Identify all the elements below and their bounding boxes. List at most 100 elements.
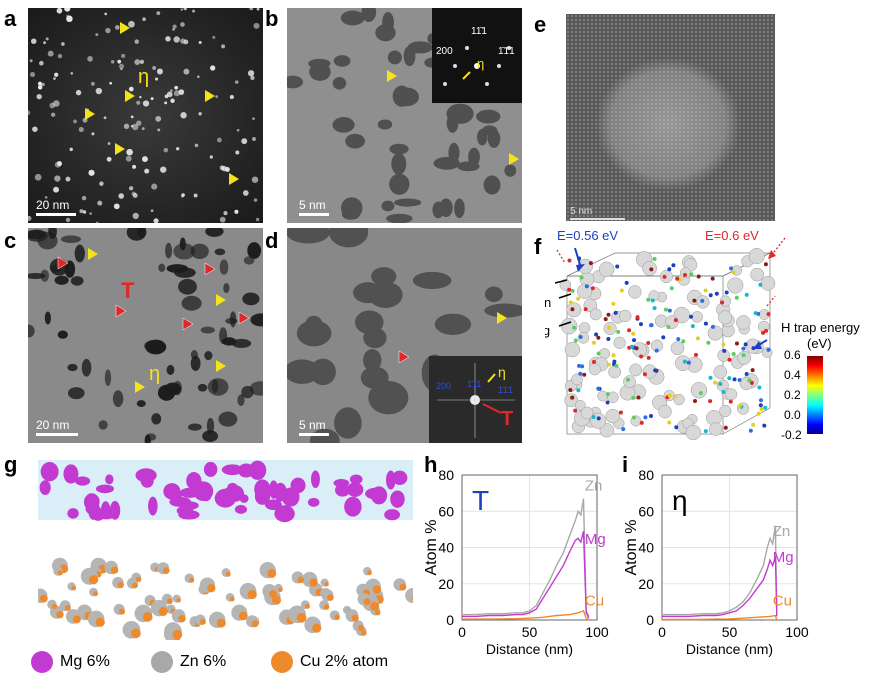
profile-chart-h: 0 50 100 0 20 40 60 80 Zn Mg Cu T Distance (nm) Atom …: [423, 467, 609, 657]
panel-a-image: η 20 nm: [28, 8, 263, 223]
panel-d-image: 200 1̄11 1̄1̄1 η T 5 nm: [287, 228, 522, 443]
x-axis-label: Distance (nm): [686, 641, 773, 657]
series-line-mg: [462, 531, 590, 619]
series-label-cu: Cu: [773, 593, 792, 610]
scale-bar: 5 nm: [570, 206, 625, 220]
eta-label: η: [149, 363, 161, 385]
t-marker-arrow: [57, 256, 69, 270]
series-line-zn: [662, 525, 778, 616]
eta-marker-arrow: [509, 153, 519, 165]
zn-legend-swatch: [151, 651, 173, 673]
spot-200-label: 200: [436, 381, 452, 391]
x-tick-label: 0: [458, 624, 466, 640]
y-tick-label: 60: [438, 503, 454, 519]
panel-c-micrograph: [28, 228, 263, 443]
x-tick-label: 0: [658, 624, 666, 640]
scale-bar: 20 nm: [36, 198, 76, 216]
legend-cu: Cu 2% atom: [300, 653, 389, 670]
panel-c-image: T η 20 nm: [28, 228, 263, 443]
legend-zn: Zn 6%: [180, 653, 227, 670]
y-tick-label: 80: [638, 467, 654, 483]
x-tick-label: 50: [522, 624, 538, 640]
panel-g-label: g: [4, 452, 18, 477]
zn-label: Zn: [545, 295, 552, 310]
apt-reconstruction: [38, 460, 413, 640]
panel-e-image: 5 nm: [566, 14, 775, 221]
colorbar-tick: 0.0: [784, 408, 801, 422]
panel-b-image: 200 11̄1 1̄1̄1 η 5 nm: [287, 8, 522, 223]
scale-bar-label: 5 nm: [299, 198, 326, 212]
panel-d-micrograph: [287, 228, 522, 443]
x-tick-label: 50: [722, 624, 738, 640]
scale-bar: 20 nm: [36, 418, 78, 436]
colorbar-tick: 0.2: [784, 388, 801, 402]
series-label-zn: Zn: [585, 478, 603, 495]
series-line-zn: [462, 498, 590, 617]
colorbar-tick: 0.6: [784, 348, 801, 362]
series-label-mg: Mg: [773, 549, 794, 566]
colorbar-tick: -0.2: [781, 428, 802, 442]
eta-marker-arrow: [216, 294, 226, 306]
scale-bar-label: 20 nm: [36, 198, 70, 212]
scale-bar-label: 5 nm: [570, 206, 593, 217]
eta-marker-arrow: [387, 70, 397, 82]
colorbar-tick: 0.4: [784, 368, 801, 382]
panel-e-hrtem: [566, 14, 775, 221]
y-tick-label: 20: [438, 576, 454, 592]
eta-label: η: [477, 56, 485, 71]
colorbar: [807, 356, 823, 434]
plot-frame: [461, 474, 598, 621]
legend-mg: Mg 6%: [60, 653, 110, 670]
x-tick-label: 100: [585, 624, 609, 640]
chart-annotation: η: [672, 485, 688, 516]
series-line-mg: [662, 556, 778, 618]
panel-f-simulation: E=0.56 eV E=0.6 eV Al Zn Mg H trap energ…: [545, 228, 875, 448]
t-marker-arrow: [115, 304, 127, 318]
panel-f-label: f: [534, 234, 542, 259]
plot-frame: [661, 474, 798, 621]
y-tick-label: 0: [446, 612, 454, 628]
eta-marker-arrow: [229, 173, 239, 185]
y-axis-label: Atom %: [623, 519, 640, 575]
precipitate-particle: [596, 58, 740, 190]
profile-chart-i: 0 50 100 0 20 40 60 80 Zn Mg Cu η Distance (nm) Atom …: [623, 467, 809, 657]
eta-marker-arrow: [115, 143, 125, 155]
eta-marker-arrow: [497, 312, 507, 324]
scale-bar: 5 nm: [299, 198, 329, 216]
series-line-cu: [662, 614, 778, 621]
eta-label: η: [138, 66, 150, 88]
energy-056-label: E=0.56 eV: [557, 228, 619, 243]
spot-11x-label: 1̄1̄1: [498, 385, 514, 395]
colorbar-title: H trap energy: [781, 320, 860, 335]
x-axis-label: Distance (nm): [486, 641, 573, 657]
panel-h-label: h: [424, 452, 438, 477]
energy-06-label: E=0.6 eV: [705, 228, 759, 243]
colorbar-unit: (eV): [807, 336, 832, 351]
scale-bar: 5 nm: [299, 418, 329, 436]
eta-marker-arrow: [216, 360, 226, 372]
t-marker-arrow: [238, 311, 250, 325]
panel-c-label: c: [4, 228, 17, 253]
panel-e-label: e: [534, 12, 547, 37]
y-tick-label: 20: [638, 576, 654, 592]
t-label: T: [121, 278, 135, 303]
eta-marker-arrow: [88, 248, 98, 260]
panel-b-micrograph: [287, 8, 522, 223]
t-marker-arrow: [182, 317, 194, 331]
x-tick-label: 100: [785, 624, 809, 640]
eta-marker-arrow: [85, 108, 95, 120]
y-axis-label: Atom %: [423, 519, 440, 575]
eta-label: η: [498, 364, 506, 380]
spot-111-label: 1̄11: [467, 379, 482, 389]
mg-legend-swatch: [31, 651, 53, 673]
chart-annotation: T: [472, 485, 489, 516]
t-marker-arrow: [398, 350, 410, 364]
panel-a-micrograph: [28, 8, 263, 223]
spot-200-label: 200: [436, 46, 453, 57]
scale-bar-label: 5 nm: [299, 418, 326, 432]
panel-d-label: d: [265, 228, 279, 253]
panel-g-apt: [38, 460, 413, 640]
series-label-zn: Zn: [773, 523, 791, 540]
eta-marker-arrow: [135, 381, 145, 393]
y-tick-label: 0: [646, 612, 654, 628]
